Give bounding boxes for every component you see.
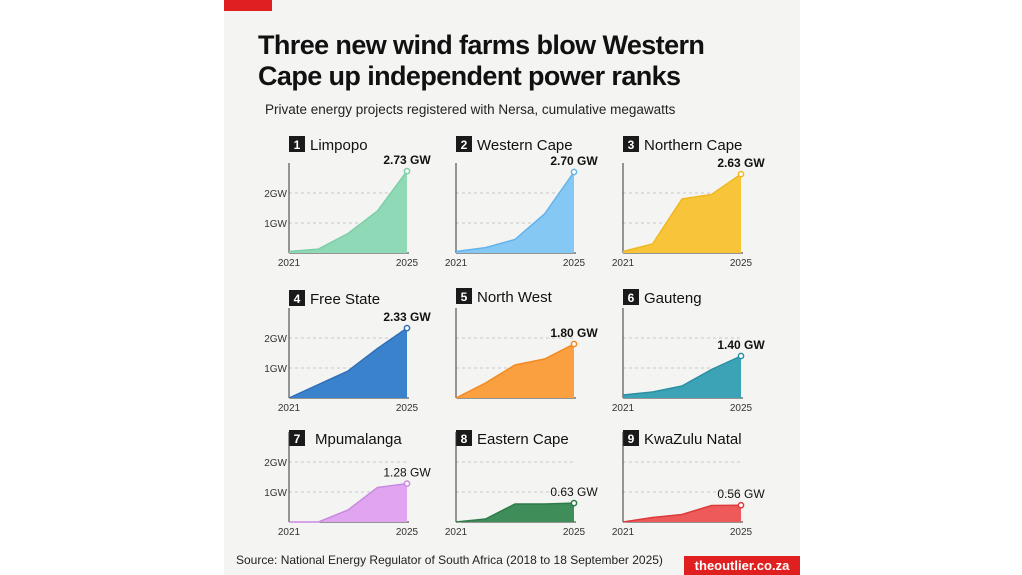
rank-badge xyxy=(623,430,639,446)
panel-title: Western Cape xyxy=(477,137,573,154)
y-tick-label: 2GW xyxy=(264,458,287,469)
rank-number: 1 xyxy=(294,138,301,152)
panel-title: North West xyxy=(477,289,553,306)
end-point-marker xyxy=(403,480,411,487)
x-tick-label: 2025 xyxy=(730,403,753,414)
x-tick-label: 2025 xyxy=(730,258,753,269)
series-area xyxy=(289,171,407,253)
end-value-label: 1.80 GW xyxy=(550,326,598,340)
series-line xyxy=(455,171,575,253)
rank-number: 8 xyxy=(461,432,468,446)
end-point-marker xyxy=(570,499,578,507)
end-point-marker xyxy=(403,167,411,175)
end-point-marker xyxy=(570,168,578,176)
rank-number: 3 xyxy=(628,138,635,152)
series-area xyxy=(456,503,574,522)
series-line xyxy=(288,170,408,253)
end-value-label: 2.33 GW xyxy=(383,310,431,324)
x-tick-label: 2021 xyxy=(445,527,468,538)
rank-number: 5 xyxy=(461,290,468,304)
end-value-label: 1.28 GW xyxy=(383,466,431,480)
rank-number: 4 xyxy=(294,292,301,306)
x-tick-label: 2025 xyxy=(563,258,586,269)
rank-badge xyxy=(456,288,472,304)
y-tick-label: 1GW xyxy=(264,488,287,499)
title-line-1: Three new wind farms blow Western xyxy=(258,30,705,60)
x-tick-label: 2025 xyxy=(396,527,419,538)
panel-title: Limpopo xyxy=(310,137,368,154)
panel-title: KwaZulu Natal xyxy=(644,431,742,448)
rank-number: 6 xyxy=(628,291,635,305)
rank-badge xyxy=(456,430,472,446)
series-line xyxy=(455,502,575,523)
panel-title: Eastern Cape xyxy=(477,431,569,448)
end-point-marker xyxy=(737,501,745,509)
series-line xyxy=(289,482,408,523)
end-point-marker xyxy=(570,340,578,348)
end-point-marker xyxy=(737,170,745,178)
series-area xyxy=(623,174,741,253)
rank-number: 9 xyxy=(628,432,635,446)
end-value-label: 0.56 GW xyxy=(717,487,765,501)
rank-badge xyxy=(289,136,305,152)
infographic-background xyxy=(224,0,800,575)
brand-logo: theoutlier.co.za xyxy=(684,556,800,575)
chart-subtitle: Private energy projects registered with … xyxy=(265,102,676,117)
rank-badge xyxy=(289,290,305,306)
y-tick-label: 1GW xyxy=(264,364,287,375)
series-line xyxy=(622,504,742,523)
series-line xyxy=(622,173,742,253)
y-tick-label: 2GW xyxy=(264,334,287,345)
rank-number: 7 xyxy=(294,432,301,446)
series-area xyxy=(456,344,574,398)
series-area xyxy=(289,483,407,522)
series-line xyxy=(622,355,742,396)
end-value-label: 1.40 GW xyxy=(717,338,765,352)
series-area xyxy=(289,328,407,398)
x-tick-label: 2021 xyxy=(278,403,301,414)
x-tick-label: 2021 xyxy=(278,527,301,538)
x-tick-label: 2021 xyxy=(612,527,635,538)
x-tick-label: 2021 xyxy=(612,403,635,414)
x-tick-label: 2021 xyxy=(445,258,468,269)
rank-badge xyxy=(623,289,639,305)
x-tick-label: 2025 xyxy=(730,527,753,538)
x-tick-label: 2025 xyxy=(396,403,419,414)
x-tick-label: 2025 xyxy=(563,527,586,538)
x-tick-label: 2021 xyxy=(612,258,635,269)
x-tick-label: 2021 xyxy=(278,258,301,269)
rank-badge xyxy=(456,136,472,152)
rank-number: 2 xyxy=(461,138,468,152)
chart-title: Three new wind farms blow Western Cape u… xyxy=(258,30,778,92)
end-value-label: 2.73 GW xyxy=(383,153,431,167)
title-line-2: Cape up independent power ranks xyxy=(258,61,681,91)
panel-title: Free State xyxy=(310,291,380,308)
panel-title: Northern Cape xyxy=(644,137,742,154)
end-value-label: 2.63 GW xyxy=(717,156,765,170)
x-tick-label: 2025 xyxy=(396,258,419,269)
y-tick-label: 2GW xyxy=(264,189,287,200)
brand-accent-bar xyxy=(224,0,272,11)
end-value-label: 0.63 GW xyxy=(550,485,598,499)
panel-title: Mpumalanga xyxy=(315,431,402,448)
end-point-marker xyxy=(737,352,745,360)
rank-badge xyxy=(623,136,639,152)
end-value-label: 2.70 GW xyxy=(550,154,598,168)
end-point-marker xyxy=(403,324,411,332)
y-tick-label: 1GW xyxy=(264,219,287,230)
series-line xyxy=(455,343,575,399)
rank-badge xyxy=(289,430,305,446)
series-area xyxy=(623,356,741,398)
series-line xyxy=(288,327,408,399)
source-note: Source: National Energy Regulator of Sou… xyxy=(236,553,663,567)
panel-title: Gauteng xyxy=(644,290,702,307)
series-area xyxy=(456,172,574,253)
